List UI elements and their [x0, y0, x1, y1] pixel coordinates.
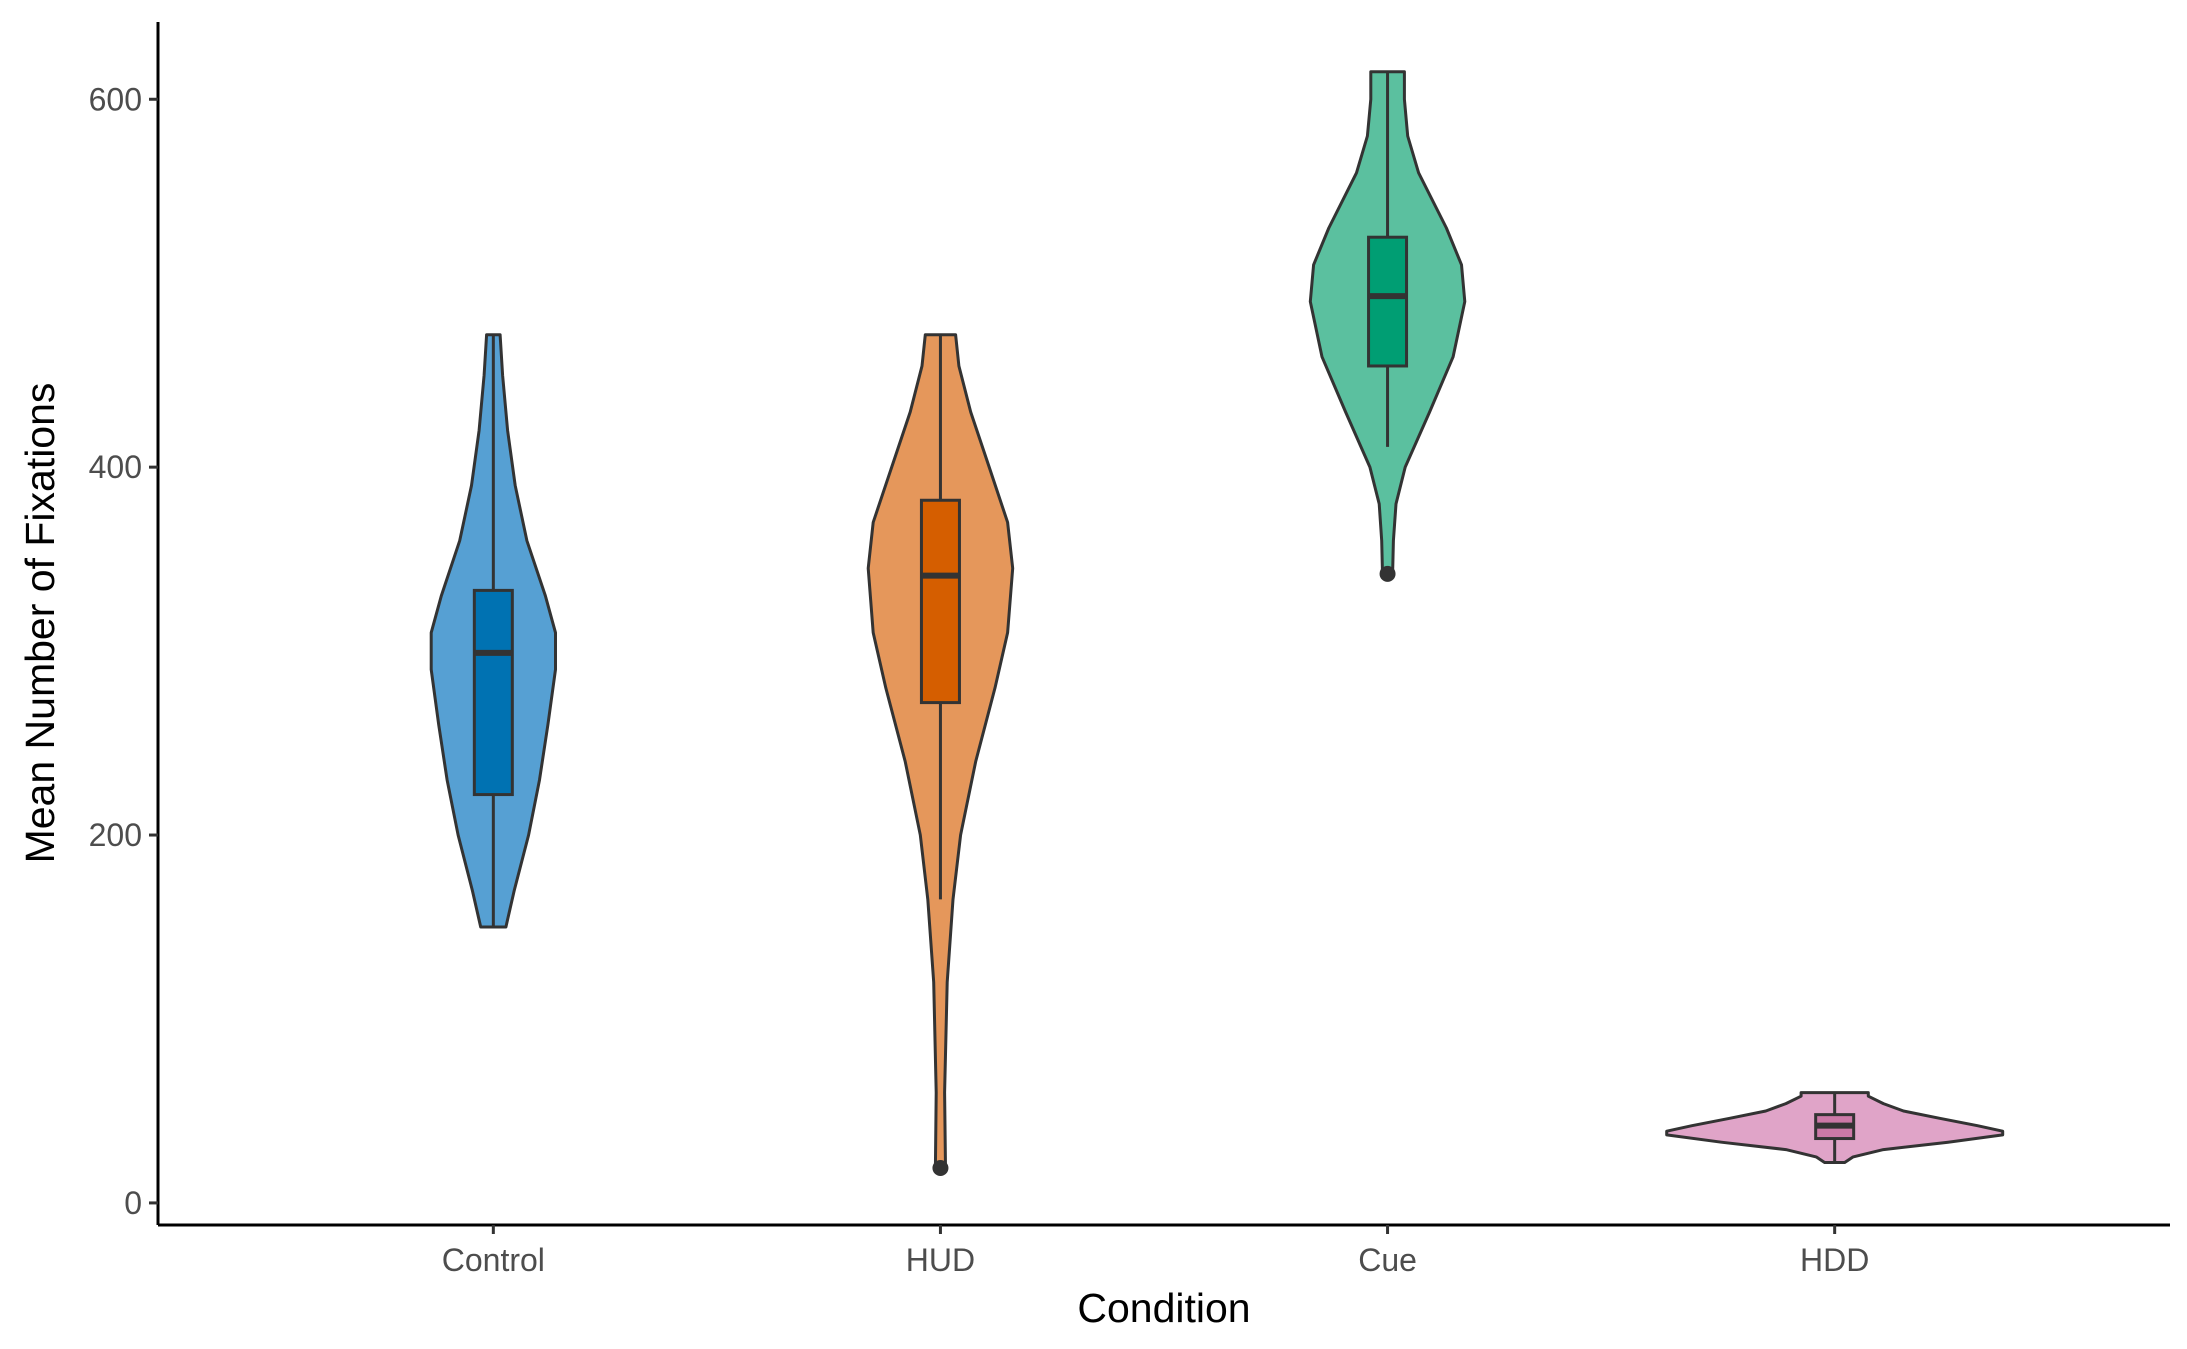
x-tick-layer: Control HUD Cue HDD: [442, 1225, 1869, 1278]
violin-layer: [429, 70, 2005, 1170]
x-tick-label-cue: Cue: [1358, 1242, 1417, 1278]
box-cue: [1367, 235, 1409, 368]
outlier-cue-0: [1379, 565, 1396, 582]
y-tick-label-200: 200: [89, 817, 142, 853]
y-tick-label-600: 600: [89, 81, 142, 117]
box-hud: [919, 498, 961, 705]
y-tick-label-400: 400: [89, 449, 142, 485]
y-tick-label-0: 0: [124, 1185, 142, 1221]
x-tick-label-control: Control: [442, 1242, 545, 1278]
x-axis-title: Condition: [1077, 1285, 1250, 1331]
y-tick-layer: 0 200 400 600: [89, 81, 158, 1221]
boxplot-layer: [472, 71, 1856, 1176]
y-axis-title: Mean Number of Fixations: [17, 383, 63, 864]
x-tick-label-hdd: HDD: [1800, 1242, 1869, 1278]
outlier-hud-0: [932, 1159, 949, 1176]
x-tick-label-hud: HUD: [906, 1242, 975, 1278]
box-control: [472, 588, 514, 797]
